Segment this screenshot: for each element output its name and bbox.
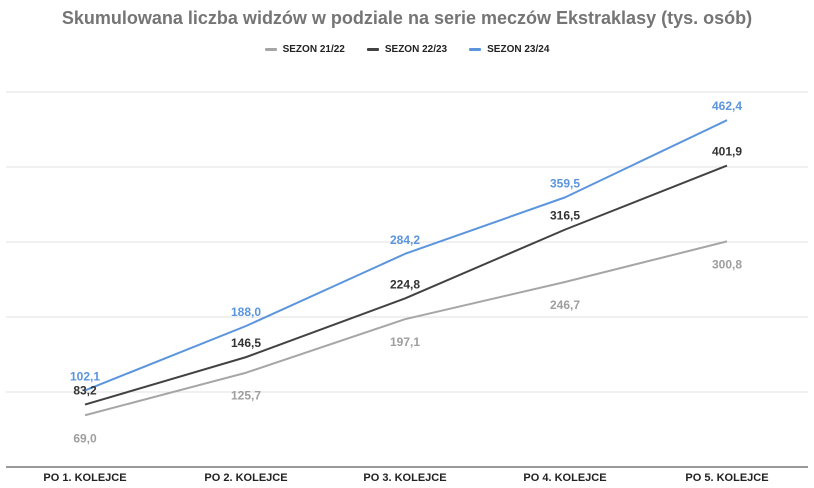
data-label: 83,2 [73, 384, 97, 398]
legend-label: SEZON 23/24 [487, 44, 550, 55]
legend-swatch [264, 48, 277, 51]
data-label: 246,7 [550, 298, 580, 312]
data-label: 102,1 [70, 369, 100, 383]
data-label: 188,0 [231, 305, 261, 319]
chart-title: Skumulowana liczba widzów w podziale na … [61, 8, 753, 28]
legend-item-sezon-22-23: SEZON 22/23 [366, 44, 448, 55]
data-label: 224,8 [390, 277, 420, 291]
legend-item-sezon-23-24: SEZON 23/24 [469, 44, 549, 55]
data-label: 359,5 [550, 176, 580, 190]
x-tick-label: PO 2. KOLEJCE [204, 472, 287, 484]
data-label: 401,9 [712, 145, 742, 159]
data-label: 197,1 [390, 335, 420, 349]
legend-swatch [366, 48, 379, 51]
data-label: 69,0 [73, 431, 97, 445]
legend: SEZON 21/22 SEZON 22/23 SEZON 23/24 [0, 44, 814, 55]
legend-label: SEZON 21/22 [282, 44, 345, 55]
x-tick-label: PO 5. KOLEJCE [685, 472, 768, 484]
series-line-1 [84, 164, 728, 406]
data-label: 462,4 [712, 99, 742, 113]
x-tick-label: PO 3. KOLEJCE [363, 472, 446, 484]
legend-item-sezon-21-22: SEZON 21/22 [264, 44, 345, 55]
data-label: 300,8 [712, 257, 742, 271]
data-label: 284,2 [390, 233, 420, 247]
legend-label: SEZON 22/23 [384, 44, 448, 55]
legend-swatch [469, 48, 482, 51]
x-tick-label: PO 4. KOLEJCE [523, 472, 606, 484]
data-label: 316,5 [550, 209, 580, 223]
series-line-2 [84, 119, 728, 392]
series-line-0 [84, 240, 728, 417]
data-label: 146,5 [231, 336, 261, 350]
x-tick-label: PO 1. KOLEJCE [43, 472, 126, 484]
data-label: 125,7 [231, 389, 261, 403]
